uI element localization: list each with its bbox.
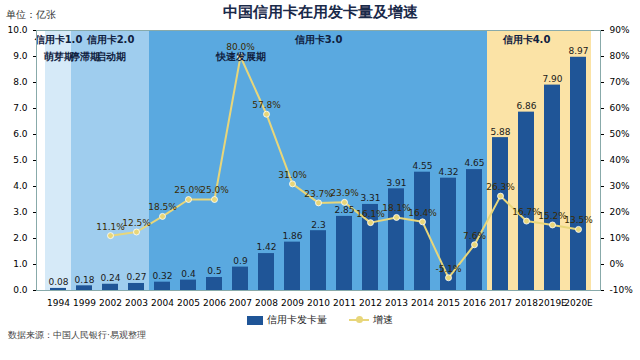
svg-text:20%: 20% [610,207,630,217]
svg-text:2012: 2012 [359,298,382,308]
svg-text:57.8%: 57.8% [252,100,281,110]
svg-text:5.0: 5.0 [13,155,28,165]
svg-text:0.0: 0.0 [13,285,28,295]
svg-text:-5.1%: -5.1% [435,264,462,274]
svg-text:2020E: 2020E [564,298,593,308]
svg-text:3.31: 3.31 [360,193,380,203]
svg-text:16.4%: 16.4% [408,208,437,218]
svg-text:30%: 30% [610,181,630,191]
svg-text:信用卡4.0: 信用卡4.0 [502,34,551,45]
svg-text:0.32: 0.32 [152,271,172,281]
svg-text:0.27: 0.27 [126,272,146,282]
svg-text:90%: 90% [610,25,630,35]
svg-text:9.0: 9.0 [13,51,28,61]
svg-text:1.42: 1.42 [256,242,276,252]
svg-text:7.0: 7.0 [13,103,28,113]
html-text:单位：亿张: 单位：亿张 [6,9,56,20]
svg-text:4.55: 4.55 [412,161,432,171]
svg-text:信用卡1.0: 信用卡1.0 [34,34,83,45]
svg-text:31.0%: 31.0% [278,170,307,180]
svg-text:0.9: 0.9 [233,256,248,266]
svg-text:60%: 60% [610,103,630,113]
svg-text:1999: 1999 [73,298,96,308]
svg-text:18.1%: 18.1% [382,203,411,213]
svg-text:0.4: 0.4 [181,269,196,279]
html-text:信用卡发卡量: 信用卡发卡量 [267,314,327,325]
svg-text:2013: 2013 [385,298,408,308]
svg-text:2003: 2003 [125,298,148,308]
svg-text:2008: 2008 [255,298,278,308]
svg-text:2005: 2005 [177,298,200,308]
svg-text:2.0: 2.0 [13,233,28,243]
svg-text:23.9%: 23.9% [330,188,359,198]
svg-text:18.5%: 18.5% [148,202,177,212]
svg-text:80.0%: 80.0% [226,42,255,53]
svg-text:50%: 50% [610,129,630,139]
svg-text:5.88: 5.88 [490,127,510,137]
svg-text:2.85: 2.85 [334,205,354,215]
svg-text:停滞期: 停滞期 [69,50,100,62]
svg-text:8.97: 8.97 [568,46,588,56]
svg-text:2004: 2004 [151,298,174,308]
svg-text:2006: 2006 [203,298,226,308]
svg-text:1994: 1994 [47,298,70,308]
svg-text:2011: 2011 [333,298,356,308]
svg-text:10.0: 10.0 [7,25,27,35]
svg-text:信用卡2.0: 信用卡2.0 [86,34,135,45]
svg-text:信用卡3.0: 信用卡3.0 [294,34,343,45]
svg-text:40%: 40% [610,155,630,165]
svg-text:2015: 2015 [437,298,460,308]
svg-text:2002: 2002 [99,298,122,308]
svg-text:12.5%: 12.5% [122,218,151,228]
svg-text:70%: 70% [610,77,630,87]
svg-text:0.08: 0.08 [48,277,68,287]
svg-text:26.3%: 26.3% [486,182,515,192]
html-text:中国信用卡在用发卡量及增速: 中国信用卡在用发卡量及增速 [222,3,418,21]
svg-text:10%: 10% [610,233,630,243]
svg-text:2007: 2007 [229,298,252,308]
svg-text:2010: 2010 [307,298,330,308]
svg-text:13.5%: 13.5% [564,215,593,225]
svg-text:2016: 2016 [463,298,486,308]
html-text:增速: 增速 [373,314,393,325]
svg-text:萌芽期: 萌芽期 [43,50,74,62]
svg-text:0.24: 0.24 [100,273,120,283]
svg-text:80%: 80% [610,51,630,61]
svg-text:7.90: 7.90 [542,74,562,84]
svg-text:2018: 2018 [515,298,538,308]
svg-text:启动期: 启动期 [95,51,126,62]
svg-text:2014: 2014 [411,298,434,308]
svg-text:15.2%: 15.2% [538,211,567,221]
svg-text:3.91: 3.91 [386,178,406,188]
svg-text:25.0%: 25.0% [174,185,203,195]
svg-text:11.1%: 11.1% [96,222,125,232]
svg-text:16.7%: 16.7% [512,207,541,217]
svg-text:0%: 0% [610,259,625,269]
html-text:数据来源：中国人民银行·易观整理: 数据来源：中国人民银行·易观整理 [8,330,146,340]
svg-text:7.6%: 7.6% [463,231,486,241]
svg-text:2019E: 2019E [538,298,567,308]
svg-text:快速发展期: 快速发展期 [215,51,266,62]
svg-text:25.0%: 25.0% [200,185,229,195]
svg-text:6.0: 6.0 [13,129,28,139]
svg-text:4.65: 4.65 [464,158,484,168]
svg-text:2.3: 2.3 [311,220,325,230]
svg-text:4.32: 4.32 [438,167,458,177]
svg-text:2009: 2009 [281,298,304,308]
svg-text:23.7%: 23.7% [304,189,333,199]
svg-text:1.0: 1.0 [13,259,28,269]
svg-text:1.86: 1.86 [282,231,302,241]
svg-text:8.0: 8.0 [13,77,28,87]
svg-text:0.18: 0.18 [74,275,94,285]
svg-text:2017: 2017 [489,298,512,308]
svg-text:6.86: 6.86 [516,101,536,111]
svg-text:0.5: 0.5 [207,266,221,276]
svg-text:4.0: 4.0 [13,181,28,191]
svg-text:-10%: -10% [610,285,634,295]
svg-text:3.0: 3.0 [13,207,28,217]
svg-text:16.1%: 16.1% [356,209,385,219]
